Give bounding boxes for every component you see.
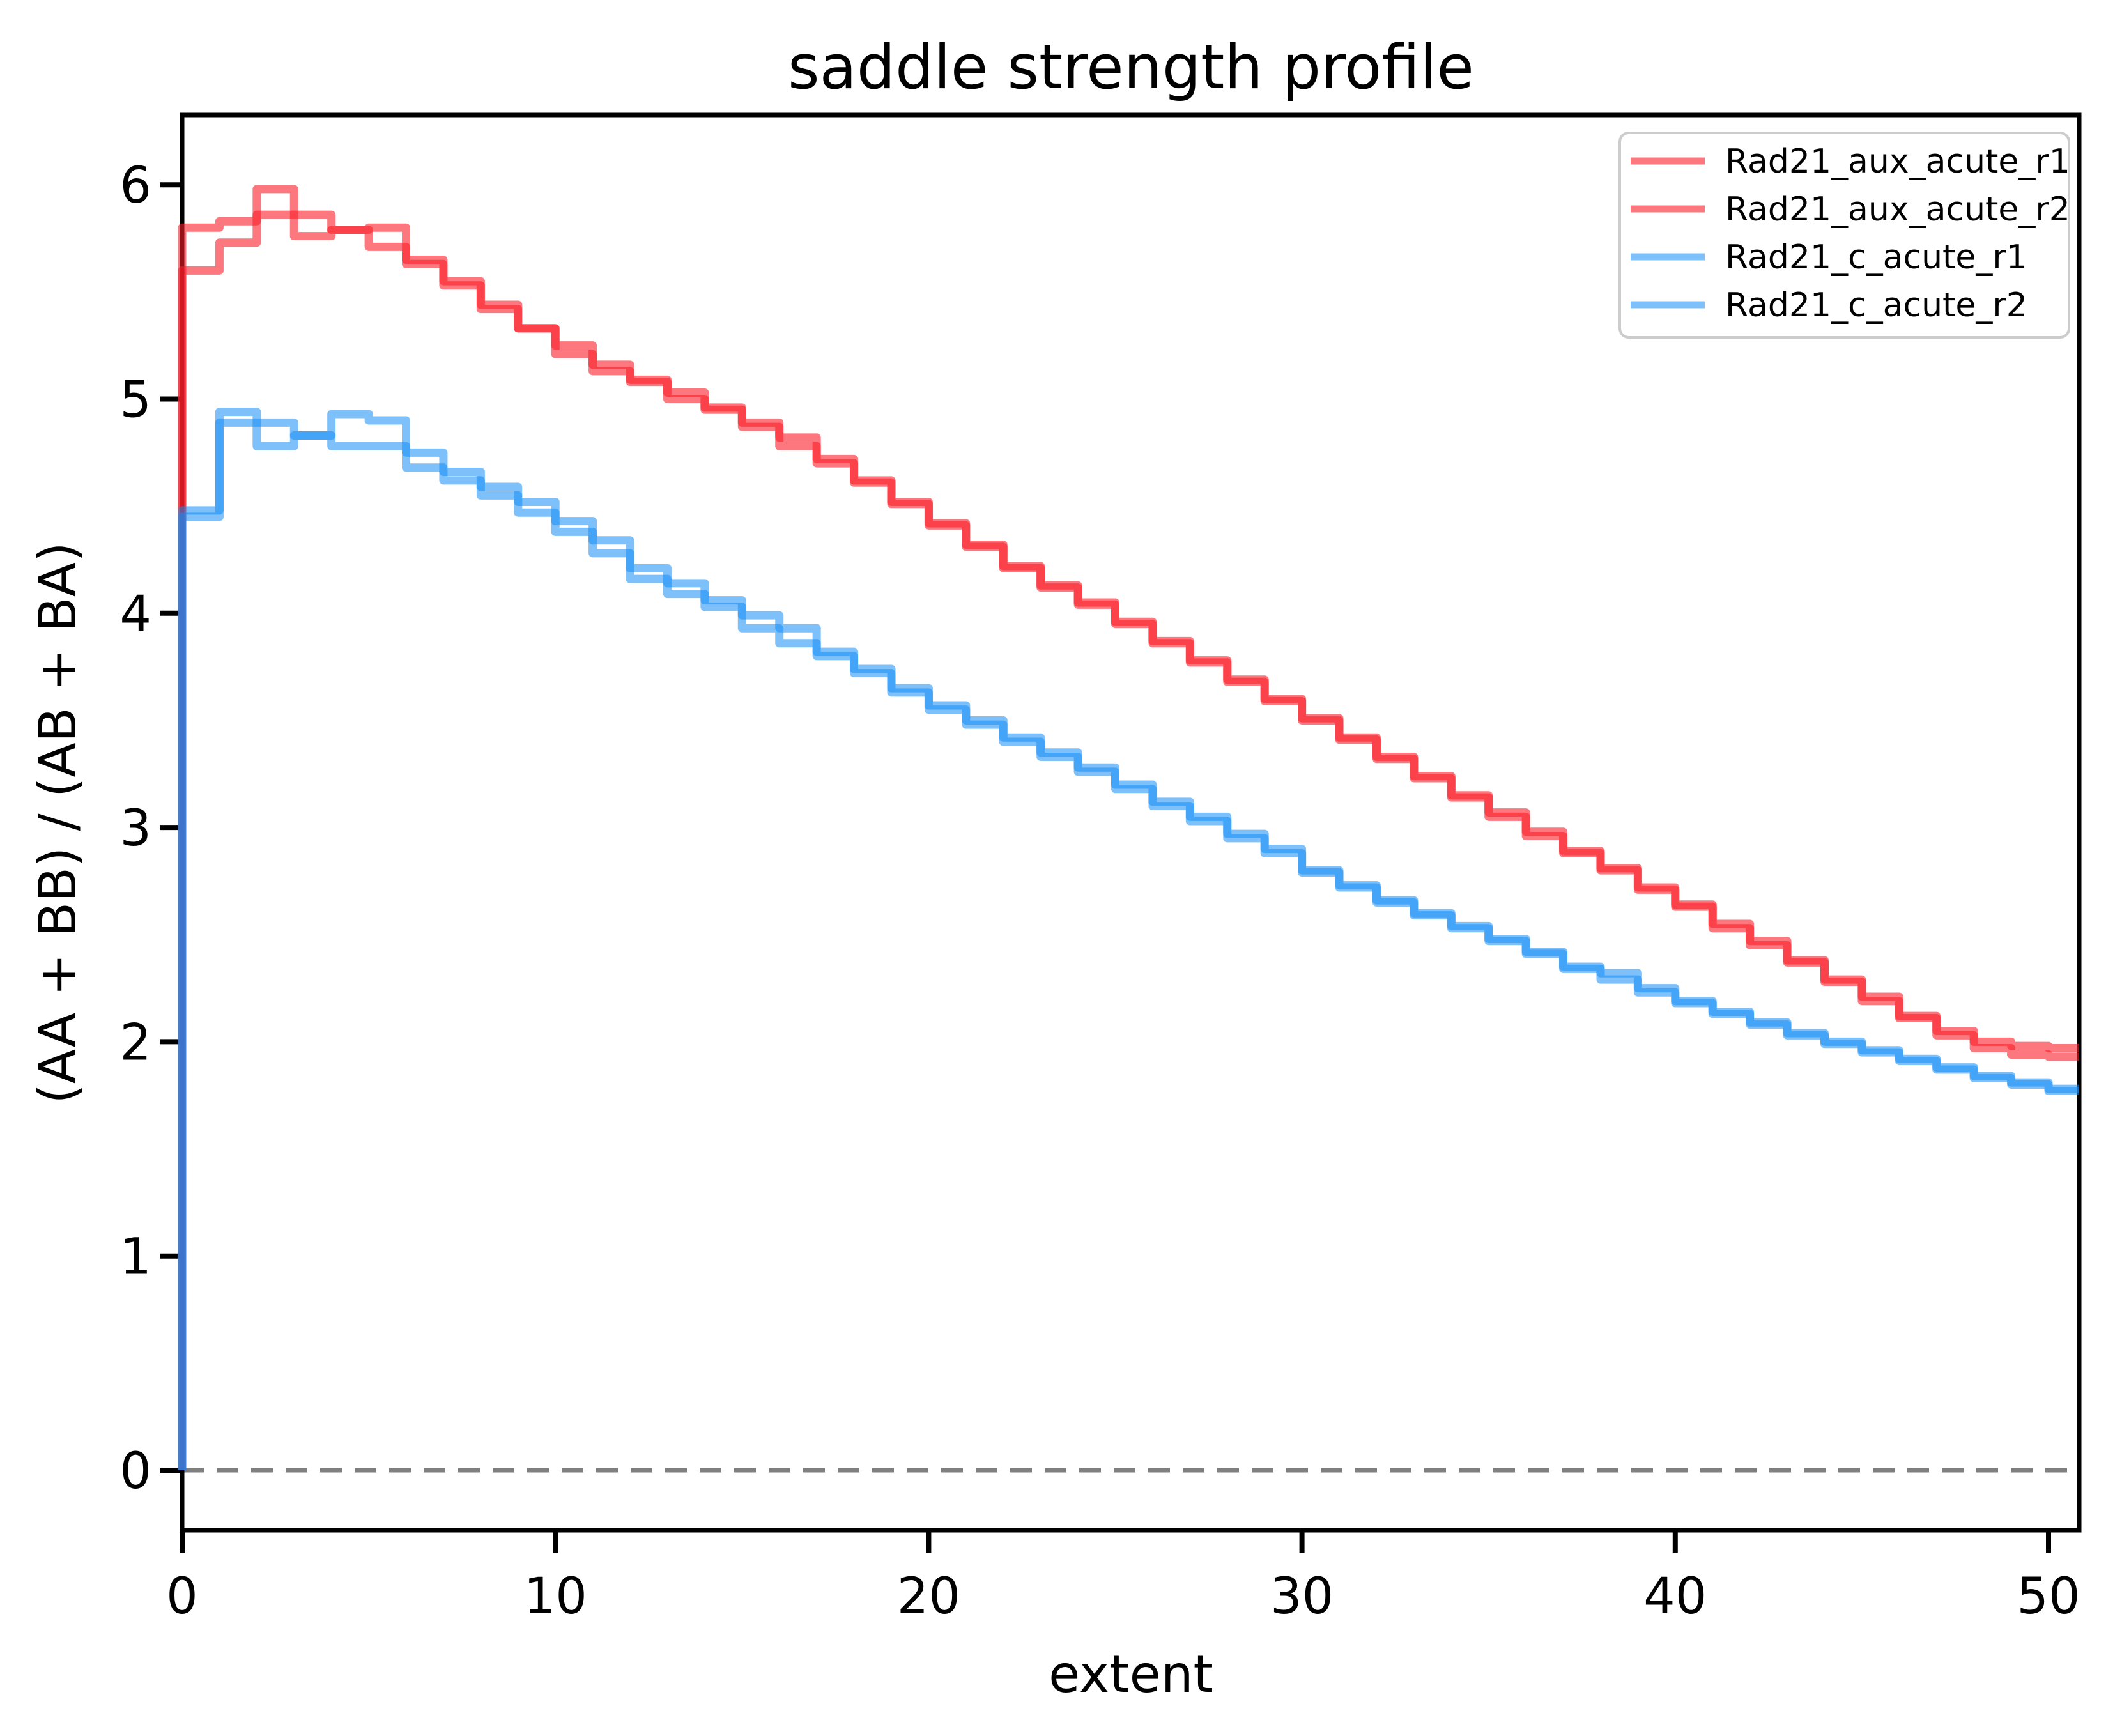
- y-tick-label: 2: [119, 1014, 151, 1072]
- series-Rad21_aux_acute_r1: [178, 185, 2079, 1470]
- y-tick-label: 3: [119, 800, 151, 857]
- y-tick-label: 0: [119, 1443, 151, 1500]
- chart-title: saddle strength profile: [788, 33, 1474, 103]
- y-tick-label: 1: [119, 1229, 151, 1286]
- y-axis-label: (AA + BB) / (AB + BA): [28, 542, 88, 1103]
- legend: Rad21_aux_acute_r1 Rad21_aux_acute_r2 Rad2…: [1618, 132, 2070, 339]
- series-Rad21_aux_acute_r2: [178, 210, 2079, 1470]
- x-tick-label: 20: [897, 1568, 960, 1625]
- legend-label: Rad21_c_acute_r2: [1725, 286, 2027, 325]
- x-tick-label: 30: [1270, 1568, 1334, 1625]
- legend-label: Rad21_aux_acute_r2: [1725, 190, 2070, 229]
- axes-layer: 0 1 2 3 4 5 6 0 10 20 30 40 50: [119, 112, 2082, 1625]
- x-tick-label: 50: [2017, 1568, 2080, 1625]
- legend-label: Rad21_aux_acute_r1: [1725, 142, 2070, 181]
- x-tick-label: 0: [166, 1568, 198, 1625]
- series-layer: [178, 185, 2079, 1470]
- x-axis-label: extent: [1049, 1645, 1213, 1704]
- y-tick-label: 4: [119, 586, 151, 643]
- legend-label: Rad21_c_acute_r1: [1725, 238, 2027, 277]
- series-Rad21_c_acute_r1: [178, 408, 2079, 1470]
- x-tick-label: 40: [1643, 1568, 1707, 1625]
- x-tick-label: 10: [524, 1568, 587, 1625]
- y-tick-label: 6: [119, 157, 151, 215]
- series-Rad21_c_acute_r2: [178, 418, 2079, 1470]
- legend-box: [1618, 132, 2070, 339]
- y-tick-label: 5: [119, 372, 151, 429]
